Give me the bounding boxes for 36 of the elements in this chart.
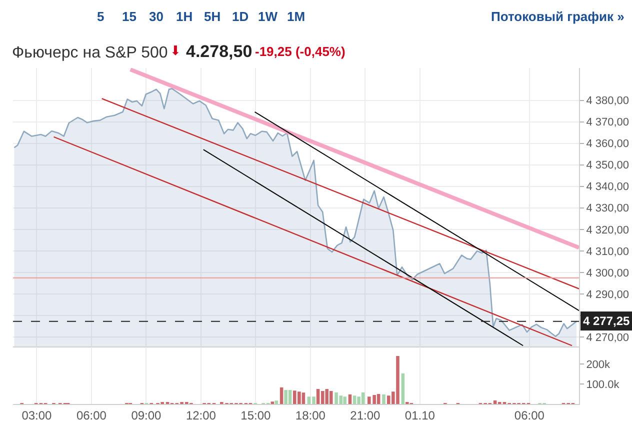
x-tick-label: 09:00 xyxy=(131,408,162,422)
x-tick-label: 15:00 xyxy=(240,408,272,422)
y-tick-label: 4 340,00 xyxy=(586,181,630,194)
chart-title: Фьючерс на S&P 500 xyxy=(12,44,168,62)
y-tick-label: 200k xyxy=(586,358,611,371)
text: 1H xyxy=(176,9,193,24)
text: 1M xyxy=(287,9,306,24)
y-tick-label: 4 310,00 xyxy=(586,246,630,258)
x-tick-label: 01.10 xyxy=(404,408,436,422)
text: 5H xyxy=(204,9,221,24)
text: 1D xyxy=(232,9,249,24)
y-tick-label: 4 370,00 xyxy=(586,116,630,129)
text: -19,25 (-0,45%) xyxy=(255,44,346,59)
x-tick-label: 12:00 xyxy=(186,408,216,422)
y-tick-label: 4 300,00 xyxy=(586,267,630,280)
text: 4.278,50 xyxy=(186,42,252,61)
text: Потоковый график » xyxy=(491,9,624,24)
y-tick-label: 4 330,00 xyxy=(586,202,630,215)
text: ⬇ xyxy=(170,44,181,59)
x-tick-label: 21:00 xyxy=(350,408,381,422)
y-tick-label: 4 380,00 xyxy=(586,95,630,108)
x-tick-label: 18:00 xyxy=(295,408,326,422)
text: 15 xyxy=(122,9,136,24)
ref-line-label: 4 277,25 xyxy=(583,314,630,328)
text: 30 xyxy=(149,9,164,24)
text: 1W xyxy=(258,9,278,24)
y-tick-label: 4 290,00 xyxy=(586,288,630,301)
x-tick-label: 06:00 xyxy=(76,408,107,422)
y-tick-label: 4 360,00 xyxy=(586,138,630,150)
y-tick-label: 100.0k xyxy=(586,378,620,391)
y-tick-label: 4 320,00 xyxy=(586,224,630,236)
y-tick-label: 4 270,00 xyxy=(586,332,630,344)
x-tick-label: 03:00 xyxy=(22,408,52,422)
text: 5 xyxy=(97,9,104,24)
x-tick-label: 06:00 xyxy=(514,408,545,422)
y-tick-label: 4 350,00 xyxy=(586,160,630,172)
